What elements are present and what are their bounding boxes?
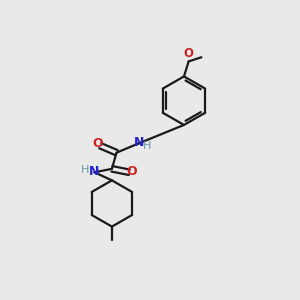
Text: O: O — [92, 137, 103, 150]
Text: H: H — [80, 164, 89, 175]
Text: O: O — [127, 165, 137, 178]
Text: N: N — [89, 165, 99, 178]
Text: O: O — [184, 46, 194, 60]
Text: H: H — [143, 141, 152, 151]
Text: N: N — [134, 136, 144, 149]
